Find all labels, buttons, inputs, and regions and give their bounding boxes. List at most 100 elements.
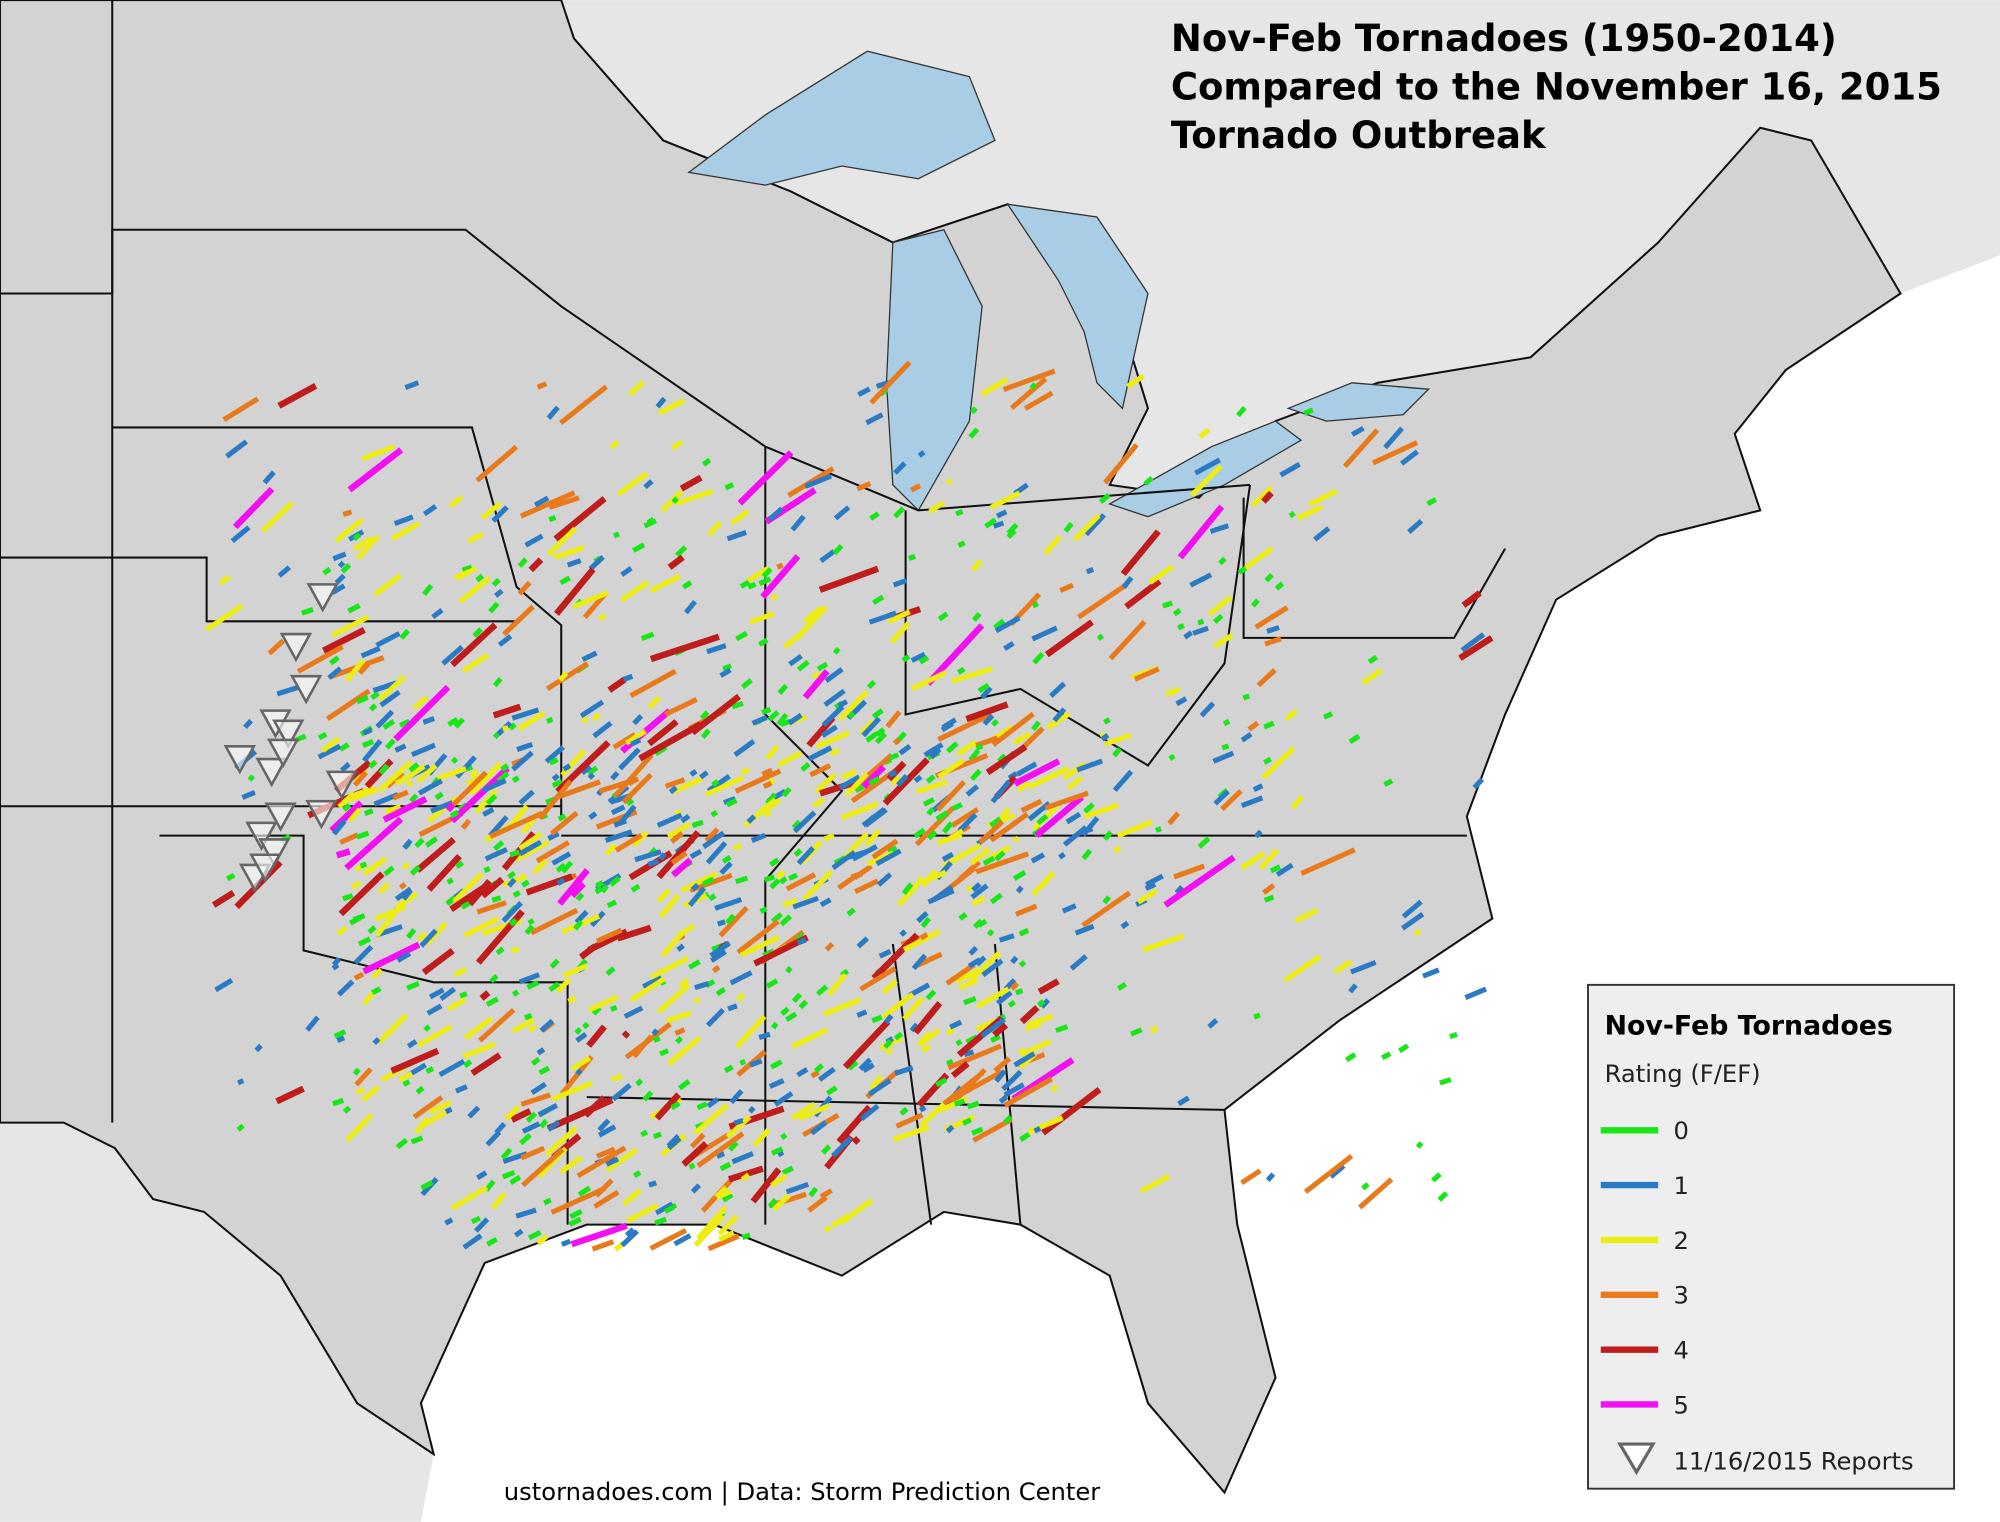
tornado-track <box>1400 449 1419 466</box>
tornado-track <box>735 875 749 885</box>
tornado-track <box>485 996 499 1007</box>
tornado-track <box>1212 613 1224 624</box>
tornado-track <box>591 712 602 722</box>
tornado-track <box>966 1100 980 1110</box>
tornado-track <box>823 997 862 1017</box>
tornado-track <box>719 667 732 678</box>
tornado-track <box>530 1056 541 1066</box>
tornado-track <box>408 762 420 773</box>
tornado-track <box>241 789 256 800</box>
state-border <box>904 484 1252 767</box>
tornado-track <box>871 1014 883 1024</box>
tornado-track <box>740 1172 751 1182</box>
tornado-track <box>1003 1114 1013 1125</box>
tornado-track <box>796 659 810 672</box>
tornado-track <box>1116 981 1127 991</box>
legend: Nov-Feb Tornadoes Rating (F/EF) 11/16/20… <box>1587 983 1956 1490</box>
tornado-track <box>752 1127 771 1148</box>
tornado-track <box>727 1003 738 1012</box>
tornado-track <box>747 581 757 590</box>
tornado-track <box>770 1059 783 1070</box>
tornado-track <box>347 603 361 614</box>
tornado-track <box>965 701 1009 723</box>
tornado-track <box>847 711 856 719</box>
tornado-track <box>406 981 420 991</box>
tornado-track <box>965 784 980 797</box>
tornado-track <box>331 583 346 595</box>
tornado-track <box>858 719 875 736</box>
tornado-track <box>711 779 720 787</box>
legend-label: 4 <box>1673 1337 1688 1365</box>
tornado-track <box>649 633 720 663</box>
tornado-track <box>345 1113 374 1143</box>
tornado-track <box>749 611 775 625</box>
tornado-track <box>425 1066 435 1074</box>
tornado-track <box>890 775 901 787</box>
tornado-track <box>1269 864 1282 874</box>
tornado-track <box>339 832 359 845</box>
tornado-track <box>1076 758 1103 773</box>
tornado-track <box>642 975 663 989</box>
tornado-track <box>945 1124 955 1134</box>
report-marker <box>306 583 339 613</box>
tornado-track <box>958 977 979 991</box>
tornado-track <box>955 1039 963 1047</box>
tornado-track <box>779 876 788 885</box>
tornado-track <box>758 637 769 647</box>
tornado-track <box>1323 711 1334 720</box>
tornado-track <box>511 707 540 721</box>
tornado-track <box>1357 1177 1394 1210</box>
tornado-track <box>419 928 438 948</box>
tornado-track <box>1464 986 1487 1000</box>
tornado-track <box>421 947 455 975</box>
tornado-track <box>548 495 580 510</box>
tornado-track <box>449 765 510 824</box>
tornado-track <box>658 894 681 919</box>
tornado-track <box>980 686 993 700</box>
tornado-track <box>559 575 571 586</box>
tornado-track <box>592 720 613 739</box>
tornado-track <box>892 1124 930 1142</box>
tornado-track <box>788 653 803 667</box>
tornado-track <box>430 800 454 814</box>
tornado-track <box>1148 564 1175 585</box>
tornado-track <box>1303 1153 1354 1194</box>
tornado-track <box>539 1118 549 1129</box>
tornado-track <box>1103 443 1139 485</box>
tornado-track <box>1031 871 1056 897</box>
tornado-track <box>693 996 701 1005</box>
tornado-track <box>356 830 370 840</box>
tornado-track <box>489 974 499 984</box>
tornado-track <box>971 612 982 622</box>
tornado-track <box>654 1092 682 1121</box>
tornado-track <box>824 667 844 684</box>
tornado-track <box>785 872 817 892</box>
tornado-track <box>1030 720 1041 732</box>
tornado-track <box>426 853 462 892</box>
tornado-track <box>864 828 882 847</box>
tornado-track <box>575 892 585 902</box>
tornado-track <box>543 1197 552 1206</box>
tornado-track <box>1036 813 1049 826</box>
state-border <box>0 228 1251 512</box>
tornado-track <box>729 1089 744 1105</box>
tornado-track <box>353 971 365 981</box>
tornado-track <box>675 545 688 558</box>
tornado-track <box>1236 405 1247 418</box>
tornado-track <box>569 1209 583 1220</box>
tornado-track <box>1065 811 1082 825</box>
tornado-track <box>587 772 595 780</box>
tornado-track <box>1018 927 1030 937</box>
tornado-track <box>596 1146 616 1159</box>
tornado-track <box>869 511 880 521</box>
tornado-track <box>417 778 443 796</box>
tornado-track <box>514 1228 524 1238</box>
tornado-track <box>511 1017 535 1034</box>
tornado-track <box>1401 911 1425 931</box>
tornado-track <box>962 1117 972 1126</box>
tornado-track <box>907 875 925 896</box>
tornado-track <box>551 851 572 866</box>
tornado-track <box>1009 981 1020 991</box>
tornado-track <box>838 774 861 791</box>
tornado-track <box>751 715 768 726</box>
